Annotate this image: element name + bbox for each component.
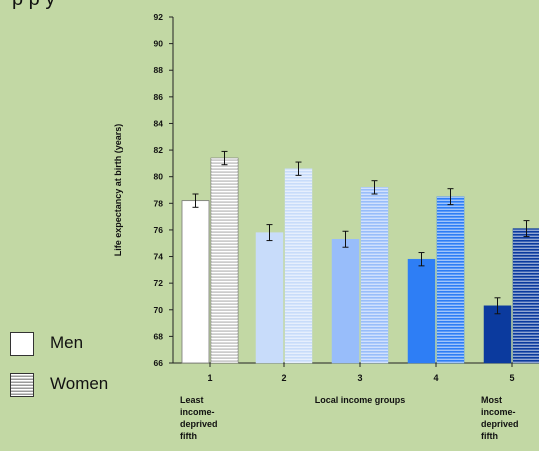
y-tick-label: 80 [154, 172, 164, 182]
legend-swatch-men [10, 332, 34, 356]
x-tick-label: 5 [509, 373, 514, 383]
legend-item-men: Men [10, 330, 130, 360]
bar-stripes [211, 158, 238, 363]
y-axis-label: Life expectancy at birth (years) [113, 124, 123, 257]
y-tick-label: 84 [154, 118, 164, 128]
y-tick-label: 66 [154, 358, 164, 368]
bar-stripes [437, 196, 464, 363]
y-tick-label: 76 [154, 225, 164, 235]
bar-men [331, 238, 360, 364]
y-tick-label: 88 [154, 65, 164, 75]
x-note-most: deprived [481, 419, 519, 429]
x-tick-label: 1 [207, 373, 212, 383]
x-tick-label: 4 [433, 373, 438, 383]
legend-item-women: Women [10, 371, 130, 401]
y-tick-label: 78 [154, 198, 164, 208]
legend-label-women: Women [50, 374, 109, 393]
chart-title-fragment: p p y [12, 0, 55, 11]
y-tick-label: 82 [154, 145, 164, 155]
x-axis-label: Local income groups [315, 395, 406, 405]
x-note-least: deprived [180, 419, 218, 429]
x-tick-label: 2 [281, 373, 286, 383]
legend-label-men: Men [50, 333, 84, 352]
y-tick-label: 92 [154, 12, 164, 22]
bar-stripes [285, 168, 312, 363]
bar-stripes [513, 228, 539, 363]
x-note-least: Least [180, 395, 204, 405]
y-tick-label: 74 [154, 252, 164, 262]
y-tick-label: 70 [154, 305, 164, 315]
x-note-most: Most [481, 395, 502, 405]
y-tick-label: 90 [154, 39, 164, 49]
x-note-most: fifth [481, 431, 498, 441]
bar-stripes [361, 187, 388, 363]
bar-men [255, 232, 284, 364]
bar-men [407, 258, 436, 364]
bar-men [483, 305, 512, 364]
x-tick-label: 3 [357, 373, 362, 383]
x-note-least: income- [180, 407, 215, 417]
x-note-most: income- [481, 407, 516, 417]
y-tick-label: 68 [154, 331, 164, 341]
legend-swatch-women [10, 373, 34, 397]
x-note-least: fifth [180, 431, 197, 441]
y-tick-label: 72 [154, 278, 164, 288]
y-tick-label: 86 [154, 92, 164, 102]
bar-men [181, 200, 210, 364]
